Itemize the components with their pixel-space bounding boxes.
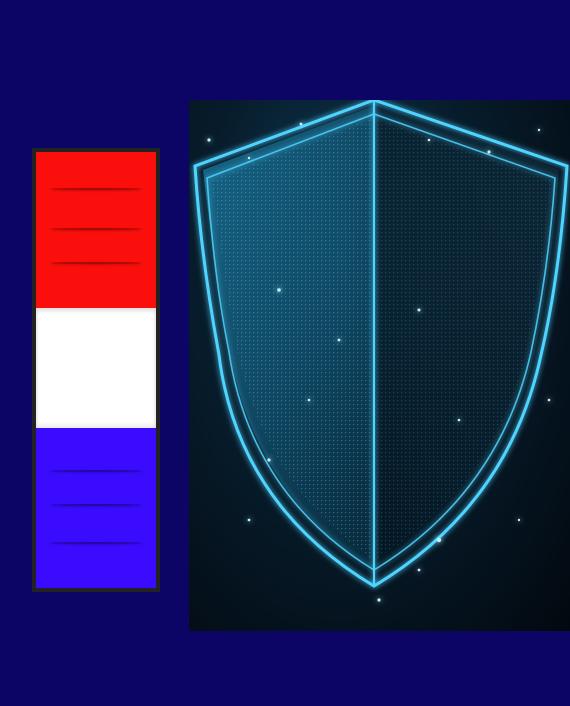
cyber-shield-image xyxy=(189,100,570,631)
flag-stripe-red xyxy=(36,152,156,308)
flag-stripe-white xyxy=(36,308,156,428)
flag-fold xyxy=(50,470,142,472)
flag-fold xyxy=(50,542,142,544)
flag-fold xyxy=(50,228,142,230)
flag-fold xyxy=(50,188,142,190)
flag-fold xyxy=(50,262,142,264)
digital-shield-icon xyxy=(193,100,569,602)
flag-image xyxy=(32,148,160,592)
flag-fold xyxy=(50,504,142,506)
flag-stripe-blue xyxy=(36,428,156,588)
